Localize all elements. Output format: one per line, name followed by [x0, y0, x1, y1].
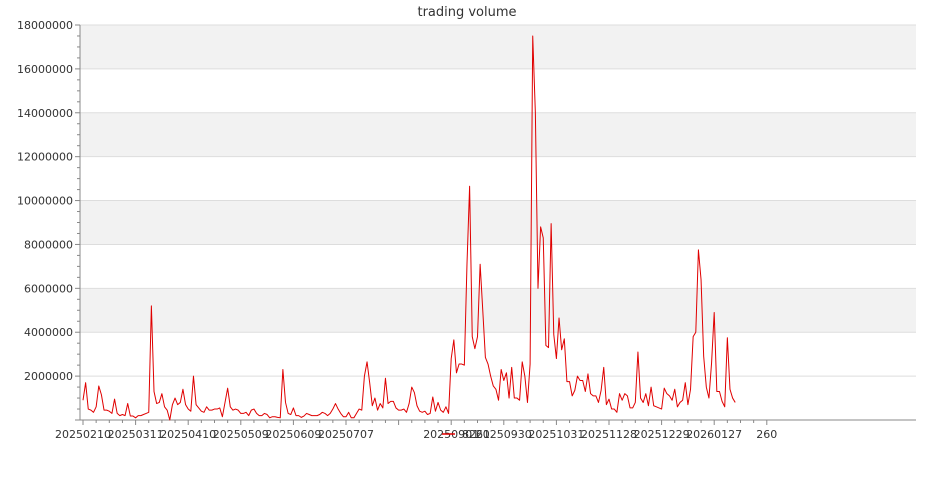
chart-title: trading volume: [417, 5, 516, 20]
y-tick-label: 2000000: [24, 370, 73, 383]
y-tick-label: 6000000: [24, 282, 73, 295]
x-tick-label: 20250509: [213, 428, 269, 441]
series-line-8261: [82, 35, 736, 421]
series-group: [82, 35, 736, 421]
y-tick-label: 4000000: [24, 326, 73, 339]
grid-band: [80, 25, 916, 69]
legend: 8261: [442, 428, 490, 441]
grid-bands: [80, 25, 916, 333]
grid-lines: [80, 24, 916, 377]
y-tick-label: 12000000: [17, 151, 73, 164]
x-tick-label: 20251229: [634, 428, 690, 441]
legend-label-8261: 8261: [462, 428, 490, 441]
x-tick-label: 20250210: [55, 428, 111, 441]
x-tick-label: 20251128: [581, 428, 637, 441]
grid-band: [80, 200, 916, 245]
x-tick-label: 20251031: [528, 428, 584, 441]
grid-band: [80, 112, 916, 157]
x-tick-label: 260: [756, 428, 777, 441]
y-tick-label: 8000000: [24, 238, 73, 251]
x-tick-label: 20250410: [160, 428, 216, 441]
grid-band: [80, 288, 916, 333]
y-tick-label: 16000000: [17, 63, 73, 76]
y-tick-label: 18000000: [17, 19, 73, 32]
y-axis-ticks: 2000000 4000000 6000000 8000000 10000000 1200…: [17, 19, 80, 421]
x-tick-label: 20250930: [476, 428, 532, 441]
y-tick-label: 14000000: [17, 107, 73, 120]
x-tick-label: 20250707: [318, 428, 374, 441]
x-tick-label: 20250609: [265, 428, 321, 441]
x-axis-ticks: 2025021020250311202504102025050920250609…: [55, 420, 777, 441]
x-tick-label: 20260127: [686, 428, 742, 441]
y-tick-label: 10000000: [17, 195, 73, 208]
x-tick-label: 20250311: [108, 428, 164, 441]
